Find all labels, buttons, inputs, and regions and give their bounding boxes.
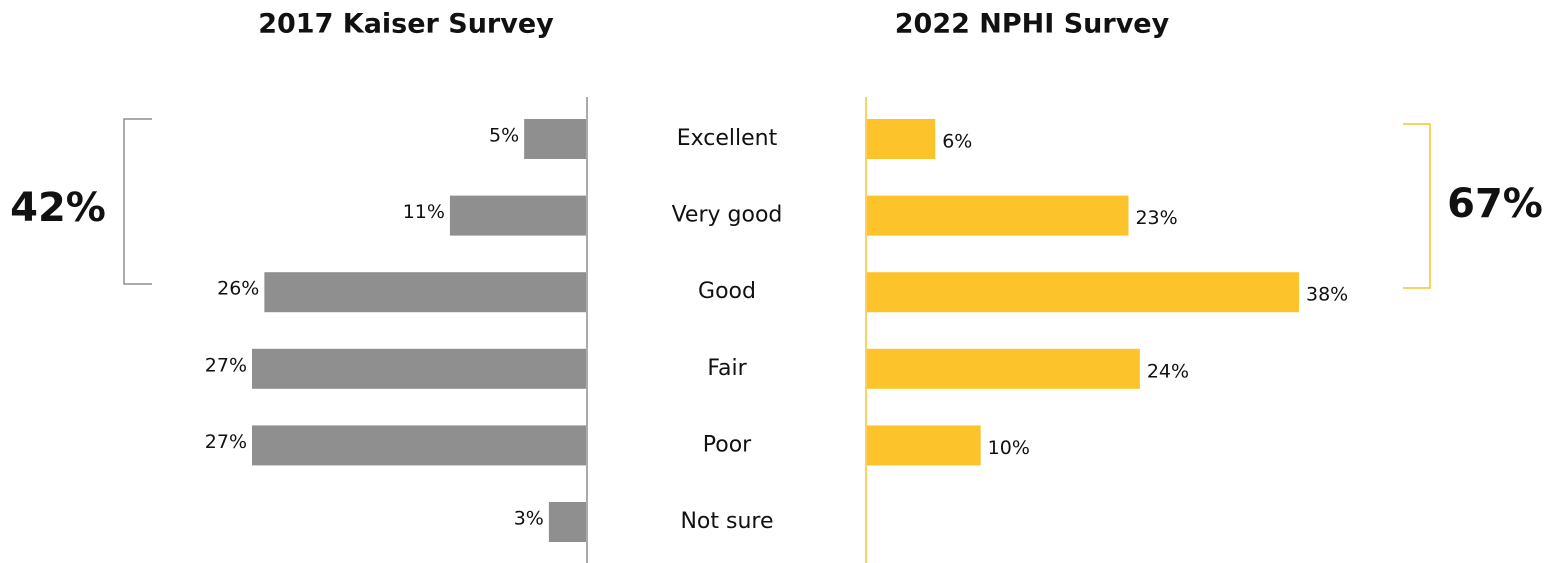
series-title: 2022 NPHI Survey [895,9,1170,40]
category-label: Not sure [680,509,773,534]
bar [264,272,586,313]
bar [524,119,586,159]
value-label: 5% [489,125,519,147]
value-label: 10% [988,437,1030,459]
value-label: 3% [514,508,544,530]
value-label: 26% [217,278,259,300]
annotation: 42% [10,185,106,231]
bar [867,425,981,466]
category-label: Poor [703,432,752,457]
bar [867,348,1140,389]
value-label: 27% [205,431,247,453]
bar [252,348,586,389]
category-label: Excellent [677,126,778,151]
bar [867,195,1129,236]
series-title: 2017 Kaiser Survey [258,9,554,40]
bar [867,119,936,159]
value-label: 6% [942,131,972,153]
value-label: 24% [1147,360,1189,382]
value-label: 23% [1135,207,1177,229]
bar [449,195,586,236]
bar [252,425,586,466]
bar [867,272,1299,313]
bracket [123,118,152,285]
category-label: Good [698,279,756,304]
category-label: Very good [672,203,783,228]
bar [548,502,586,542]
value-label: 11% [403,201,445,223]
bracket [1403,123,1431,289]
value-label: 27% [205,354,247,376]
category-label: Fair [707,356,747,381]
annotation: 67% [1447,181,1543,227]
value-label: 38% [1306,284,1348,306]
